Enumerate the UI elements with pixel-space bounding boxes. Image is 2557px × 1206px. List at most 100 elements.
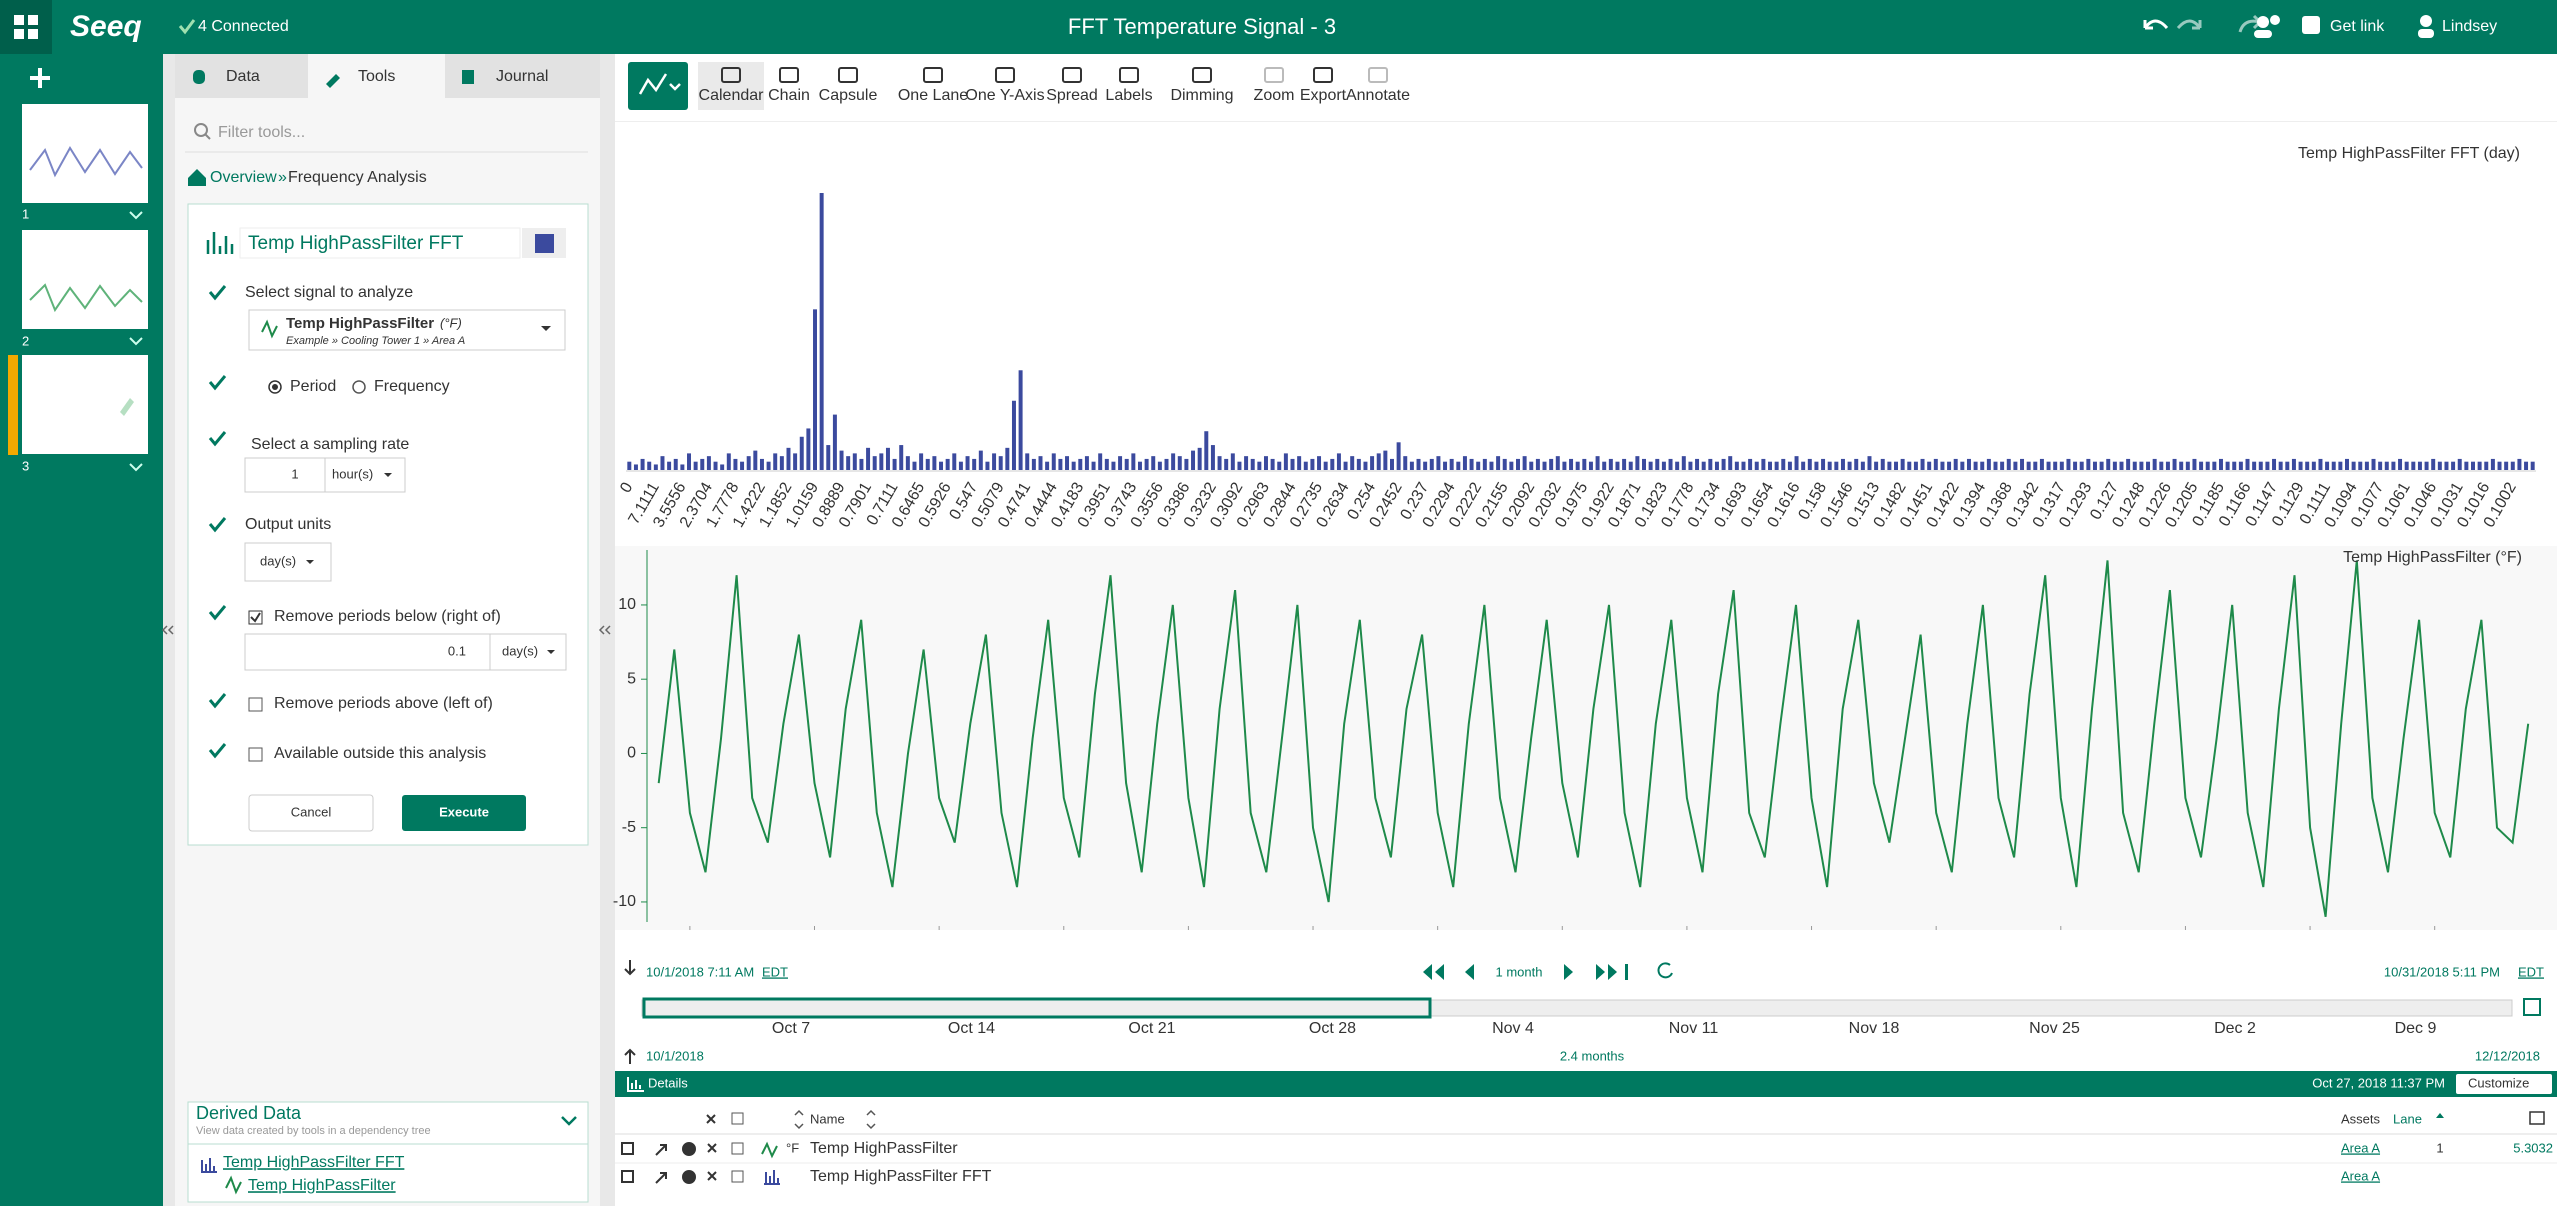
name-input[interactable] [239, 227, 521, 259]
decoration [120, 398, 134, 416]
decoration [707, 1143, 717, 1153]
tab-active[interactable] [308, 54, 445, 98]
bar [1887, 461, 1892, 470]
decoration [28, 29, 38, 39]
signal-select[interactable] [248, 309, 566, 351]
output-unit-select[interactable] [244, 542, 332, 582]
checkbox[interactable] [248, 747, 263, 762]
bar [945, 458, 950, 470]
bar [2391, 461, 2396, 470]
timezone[interactable]: EDT [2518, 964, 2544, 979]
toolbar-icon [1264, 67, 1284, 83]
bar [2411, 461, 2416, 470]
remove-below-input[interactable] [244, 633, 491, 671]
column-header[interactable]: Lane [2393, 1111, 2422, 1126]
bar [2351, 461, 2356, 470]
customize-button[interactable] [2456, 1074, 2552, 1094]
bar [1124, 458, 1129, 470]
remove-below-unit-select[interactable] [489, 633, 567, 671]
bar [1642, 458, 1646, 470]
bar [1847, 461, 1852, 470]
toolbar-label[interactable]: Spread [1046, 87, 1098, 104]
decoration [161, 625, 611, 635]
refresh[interactable] [1657, 962, 1673, 979]
decoration [638, 73, 668, 95]
bar [1681, 456, 1686, 470]
bar [2305, 461, 2310, 470]
toolbar-label[interactable]: Dimming [1170, 87, 1233, 104]
user-menu[interactable]: Lindsey [2442, 18, 2497, 35]
toolbar-label[interactable]: Capsule [819, 87, 878, 104]
toolbar-label[interactable]: Calendar [699, 87, 765, 104]
redo[interactable] [2176, 19, 2202, 30]
column-header[interactable]: Name [810, 1111, 845, 1126]
bar [1602, 461, 1607, 470]
home-icon [188, 169, 206, 186]
get-link[interactable]: Get link [2330, 18, 2385, 35]
toolbar-label[interactable]: Export [1300, 87, 1347, 104]
column-config[interactable] [2529, 1111, 2545, 1125]
cancel-button[interactable] [248, 794, 374, 832]
add-worksheet[interactable] [30, 68, 50, 88]
bar [1509, 461, 1514, 470]
range-nav[interactable] [1423, 964, 1628, 980]
bar [2364, 461, 2369, 470]
bar [1549, 458, 1554, 470]
bar [673, 458, 678, 470]
radio[interactable] [352, 380, 366, 394]
users-icon[interactable] [2254, 15, 2280, 38]
bar [2404, 461, 2409, 470]
row-asset[interactable]: Area A [2341, 1140, 2380, 1155]
bar [753, 450, 758, 470]
execute-button[interactable] [402, 795, 526, 831]
output-unit: day(s) [260, 553, 296, 568]
overview-selection[interactable] [642, 997, 1432, 1019]
radio-selected[interactable] [268, 380, 282, 394]
details-table [615, 1097, 2557, 1206]
tab-label: Data [226, 68, 260, 85]
row-checkbox[interactable] [731, 1142, 744, 1155]
collapse-toggle[interactable] [561, 1116, 577, 1126]
checkbox[interactable] [248, 697, 263, 712]
row-checkbox[interactable] [731, 1170, 744, 1183]
undo[interactable] [2143, 19, 2169, 30]
bar [1469, 458, 1474, 470]
derived-item[interactable]: Temp HighPassFilter FFT [223, 1154, 405, 1171]
worksheet-strip [0, 54, 163, 1206]
link-icon [2302, 16, 2320, 34]
bar [1058, 458, 1063, 470]
bar [1734, 461, 1739, 470]
thumbnail[interactable] [22, 230, 148, 329]
row-asset[interactable]: Area A [2341, 1168, 2380, 1183]
decoration [261, 319, 278, 339]
collapse-strip[interactable] [600, 54, 615, 1206]
toolbar-label[interactable]: One Y-Axis [965, 87, 1044, 104]
sampling-input[interactable] [244, 457, 326, 493]
sampling-unit-select[interactable] [324, 457, 406, 493]
breadcrumb-link[interactable]: Overview [210, 169, 277, 186]
bar [972, 458, 977, 470]
row-lane: 1 [2436, 1140, 2443, 1155]
toolbar-label[interactable]: Labels [1105, 87, 1152, 104]
bar [892, 458, 897, 470]
apps-button[interactable] [0, 0, 52, 54]
bar [1191, 450, 1196, 470]
toolbar-label[interactable]: Zoom [1254, 87, 1295, 104]
bar [2026, 461, 2031, 470]
filter-input[interactable] [185, 112, 588, 152]
display-end[interactable]: 10/31/2018 5:11 PM [2384, 964, 2500, 979]
toolbar-label[interactable]: One Lane [898, 87, 968, 104]
decoration [208, 517, 227, 533]
derived-item[interactable]: Temp HighPassFilter [248, 1177, 396, 1194]
overview-tick-label: Oct 14 [948, 1020, 995, 1037]
bar [2066, 458, 2071, 470]
toolbar-label[interactable]: Chain [768, 87, 810, 104]
bar [1449, 458, 1454, 470]
timezone[interactable]: EDT [762, 964, 788, 979]
overview-zoom[interactable] [2523, 998, 2541, 1016]
column-header[interactable]: Assets [2341, 1111, 2381, 1126]
toolbar-label[interactable]: Annotate [1346, 87, 1410, 104]
display-duration[interactable]: 1 month [1496, 964, 1543, 979]
bar [633, 464, 638, 470]
display-start[interactable]: 10/1/2018 7:11 AM [646, 964, 754, 979]
